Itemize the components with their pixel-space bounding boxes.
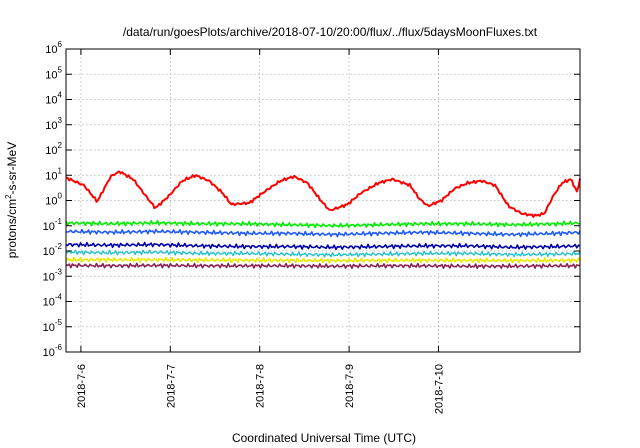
series-line-6 — [65, 256, 581, 264]
y-tick-label: 101 — [45, 166, 62, 182]
y-tick-label-base: 10 — [43, 221, 55, 233]
x-tick-label: 2018-7-7 — [165, 364, 177, 408]
y-tick-label-exp: -4 — [55, 293, 63, 302]
y-tick-label-base: 10 — [43, 297, 55, 309]
chart-title: /data/run/goesPlots/archive/2018-07-10/2… — [123, 25, 538, 39]
y-tick-label: 103 — [45, 116, 62, 132]
y-tick-label-exp: 4 — [58, 91, 63, 100]
y-tick-label-exp: 5 — [58, 65, 63, 74]
y-tick-label-base: 10 — [45, 44, 57, 56]
y-tick-label-exp: 2 — [58, 141, 63, 150]
y-tick-label: 105 — [45, 65, 62, 81]
y-tick-label-base: 10 — [45, 170, 57, 182]
y-tick-label-exp: -6 — [55, 343, 63, 352]
y-tick-label-base: 10 — [43, 246, 55, 258]
y-tick-label-base: 10 — [43, 271, 55, 283]
series-line-3 — [65, 228, 581, 238]
y-tick-label-exp: 6 — [58, 40, 63, 49]
series-line-5 — [65, 249, 581, 258]
y-axis-ticks: 10-610-510-410-310-210-11001011021031041… — [43, 40, 580, 359]
y-tick-label: 100 — [45, 192, 62, 208]
y-axis-label-pre: protons/cm — [5, 199, 19, 258]
y-tick-label: 104 — [45, 91, 62, 107]
y-tick-label-base: 10 — [43, 322, 55, 334]
y-tick-label-exp: -1 — [55, 217, 63, 226]
y-axis-label: protons/cm2-s-sr-MeV — [4, 142, 19, 258]
series-line-7 — [65, 262, 581, 270]
y-tick-label-exp: 1 — [58, 166, 63, 175]
series-line-4 — [65, 241, 581, 251]
y-axis-label-post: -s-sr-MeV — [5, 142, 19, 195]
x-axis-ticks: 2018-7-6 2018-7-7 2018-7-8 2018-7-9 2018-7-1… — [76, 49, 445, 414]
y-tick-label-exp: 0 — [58, 192, 63, 201]
y-tick-label-base: 10 — [45, 145, 57, 157]
series-line-1 — [65, 170, 581, 218]
y-tick-label: 10-2 — [43, 242, 63, 258]
y-tick-label: 10-4 — [43, 293, 63, 309]
y-tick-label-exp: 3 — [58, 116, 63, 125]
y-tick-label: 10-6 — [43, 343, 63, 359]
y-tick-label: 10-5 — [43, 318, 63, 334]
x-tick-label: 2018-7-8 — [255, 364, 267, 408]
series-layer — [65, 170, 581, 270]
y-tick-label-base: 10 — [43, 347, 55, 359]
y-tick-label-exp: -5 — [55, 318, 63, 327]
y-tick-label-exp: -3 — [55, 267, 63, 276]
grid — [66, 49, 580, 352]
y-tick-label: 106 — [45, 40, 62, 56]
y-tick-label: 10-1 — [43, 217, 63, 233]
series-line-2 — [65, 220, 581, 229]
y-tick-label: 102 — [45, 141, 62, 157]
y-tick-label: 10-3 — [43, 267, 63, 283]
y-tick-label-base: 10 — [45, 95, 57, 107]
x-tick-label: 2018-7-6 — [76, 364, 88, 408]
x-tick-label: 2018-7-9 — [344, 364, 356, 408]
y-axis-label-sup: 2 — [4, 194, 13, 199]
x-tick-label: 2018-7-10 — [433, 364, 445, 414]
y-tick-label-base: 10 — [45, 69, 57, 81]
y-tick-label-base: 10 — [45, 196, 57, 208]
y-tick-label-exp: -2 — [55, 242, 63, 251]
y-tick-label-base: 10 — [45, 120, 57, 132]
x-axis-label: Coordinated Universal Time (UTC) — [232, 431, 416, 445]
